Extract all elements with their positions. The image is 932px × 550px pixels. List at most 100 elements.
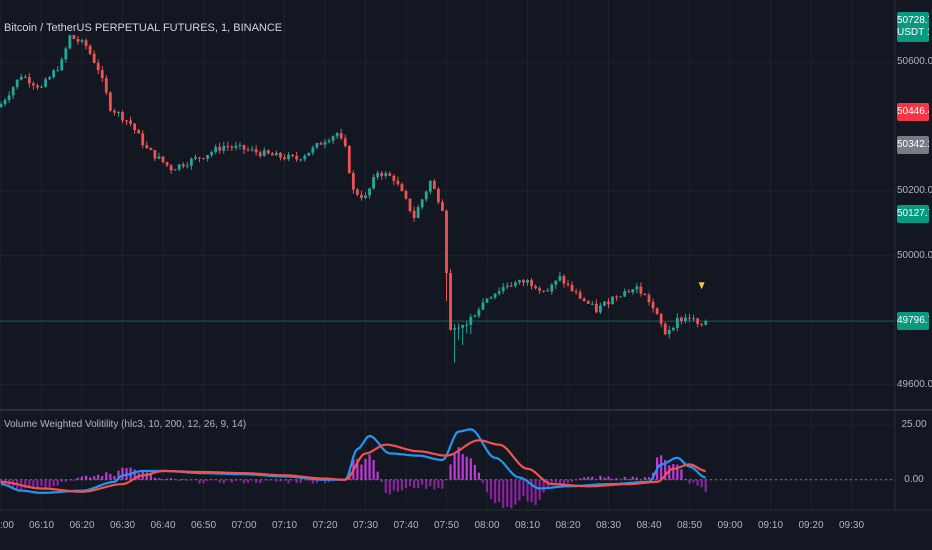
histogram-bar xyxy=(182,478,185,480)
candle-body xyxy=(15,79,19,88)
histogram-bar xyxy=(623,476,626,480)
candle-body xyxy=(7,95,11,101)
candle-body xyxy=(40,86,43,88)
candle-body xyxy=(125,120,128,122)
histogram-bar xyxy=(429,479,432,487)
histogram-bar xyxy=(206,479,209,481)
histogram-bar xyxy=(84,475,88,480)
candle-body xyxy=(368,188,371,196)
candle-body xyxy=(509,285,513,287)
candle-body xyxy=(88,45,92,54)
candle-body xyxy=(36,85,39,88)
candle-body xyxy=(655,308,659,315)
candle-body xyxy=(27,77,31,84)
histogram-bar xyxy=(611,478,614,480)
candle-body xyxy=(497,291,501,294)
histogram-bar xyxy=(153,477,156,480)
candle-body xyxy=(607,301,610,305)
histogram-bar xyxy=(392,479,395,491)
candle-body xyxy=(145,145,149,149)
histogram-bar xyxy=(388,479,391,495)
candle-body xyxy=(704,321,708,325)
candle-body xyxy=(590,303,594,305)
candle-body xyxy=(530,280,533,287)
histogram-bar xyxy=(453,452,456,480)
histogram-bar xyxy=(433,479,436,490)
histogram-bar xyxy=(251,479,254,481)
histogram-bar xyxy=(554,479,557,485)
candle-body xyxy=(639,286,643,294)
histogram-bar xyxy=(60,479,63,482)
candle-body xyxy=(238,145,242,147)
candle-body xyxy=(149,148,153,151)
histogram-bar xyxy=(24,479,27,489)
histogram-bar xyxy=(672,464,675,480)
candle-body xyxy=(331,136,335,141)
candle-body xyxy=(651,302,655,309)
histogram-bar xyxy=(477,472,480,480)
histogram-bar xyxy=(441,479,444,489)
candle-body xyxy=(169,165,173,171)
histogram-bar xyxy=(583,477,586,480)
histogram-bar xyxy=(376,471,379,480)
histogram-bar xyxy=(502,479,505,508)
candle-body xyxy=(372,177,375,189)
histogram-bar xyxy=(275,479,278,482)
candle-body xyxy=(659,314,663,324)
histogram-bar xyxy=(514,479,517,505)
price-tag: 50446.40 xyxy=(897,102,929,121)
histogram-bar xyxy=(404,479,408,488)
candle-body xyxy=(538,288,542,291)
candle-body xyxy=(242,145,246,150)
candle-body xyxy=(311,147,315,153)
histogram-bar xyxy=(170,478,173,480)
candle-body xyxy=(108,92,112,111)
candle-body xyxy=(420,199,424,208)
candle-body xyxy=(72,35,76,40)
candle-body xyxy=(680,317,683,322)
histogram-bar xyxy=(161,479,165,480)
candle-body xyxy=(675,317,679,328)
time-axis-label: 08:20 xyxy=(555,520,581,531)
candle-body xyxy=(667,330,671,335)
histogram-bar xyxy=(607,476,610,480)
candle-body xyxy=(64,48,68,60)
time-axis-label: 09:10 xyxy=(757,520,784,531)
candle-body xyxy=(153,150,157,159)
candle-body xyxy=(534,286,537,289)
candle-body xyxy=(76,39,80,42)
histogram-bar xyxy=(368,454,371,480)
time-axis-label: 07:20 xyxy=(312,520,338,531)
candle-body xyxy=(432,180,436,189)
histogram-bar xyxy=(198,479,201,484)
histogram-bar xyxy=(587,476,590,480)
candle-body xyxy=(546,290,550,292)
candle-body xyxy=(457,327,461,329)
candle-body xyxy=(437,188,440,203)
candle-body xyxy=(441,202,444,211)
histogram-bar xyxy=(307,479,310,481)
candle-body xyxy=(566,283,570,285)
candle-body xyxy=(210,152,213,156)
candle-body xyxy=(445,210,448,274)
histogram-bar xyxy=(364,458,367,480)
histogram-bar xyxy=(473,464,476,480)
histogram-bar xyxy=(660,455,663,480)
candle-body xyxy=(32,83,35,86)
candle-body xyxy=(663,323,667,335)
candle-body xyxy=(339,133,343,139)
candle-body xyxy=(129,120,132,124)
candle-body xyxy=(400,184,404,192)
histogram-bar xyxy=(461,453,464,480)
candle-body xyxy=(513,282,517,286)
histogram-bar xyxy=(489,479,493,499)
candle-body xyxy=(133,123,137,131)
histogram-bar xyxy=(558,479,561,485)
candle-body xyxy=(0,104,3,108)
histogram-bar xyxy=(291,479,294,481)
histogram-bar xyxy=(498,479,501,503)
histogram-bar xyxy=(246,479,250,483)
candle-body xyxy=(270,153,274,156)
histogram-bar xyxy=(36,479,39,489)
